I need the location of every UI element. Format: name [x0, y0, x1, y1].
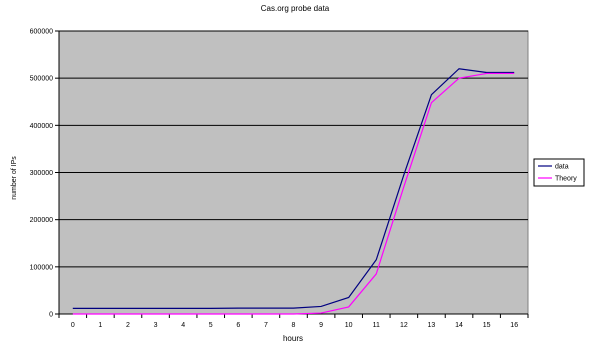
x-tick-label: 8 — [292, 322, 296, 329]
x-tick-label: 15 — [483, 322, 491, 329]
x-tick-label: 4 — [181, 322, 185, 329]
y-axis-ticks: 0 100000 200000 300000 400000 500000 600000 — [30, 29, 59, 319]
x-axis-ticks: 0 1 2 3 4 5 6 7 8 9 10 11 12 13 14 15 16 — [58, 314, 529, 329]
y-tick-label: 200000 — [30, 217, 53, 224]
y-tick-label: 100000 — [30, 264, 53, 271]
x-tick-label: 12 — [400, 322, 408, 329]
legend: data Theory — [533, 158, 585, 187]
y-tick-label: 500000 — [30, 76, 53, 83]
gridlines — [58, 30, 528, 315]
x-tick-label: 5 — [209, 322, 213, 329]
x-tick-label: 14 — [455, 322, 463, 329]
x-tick-label: 13 — [428, 322, 436, 329]
x-tick-label: 2 — [126, 322, 130, 329]
x-tick-label: 0 — [71, 322, 75, 329]
series-line-theory — [72, 72, 515, 315]
x-axis-label: hours — [283, 334, 303, 343]
x-tick-label: 9 — [319, 322, 323, 329]
legend-label: Theory — [555, 176, 577, 183]
x-tick-label: 3 — [154, 322, 158, 329]
y-tick-label: 600000 — [30, 29, 53, 36]
x-tick-label: 6 — [236, 322, 240, 329]
legend-box — [533, 158, 585, 187]
series-lines — [72, 68, 515, 315]
legend-label: data — [555, 164, 569, 171]
x-tick-label: 7 — [264, 322, 268, 329]
y-tick-label: 0 — [49, 312, 53, 319]
x-tick-label: 10 — [345, 322, 353, 329]
x-tick-label: 16 — [510, 322, 518, 329]
y-axis-label: number of IPs — [11, 156, 18, 200]
x-tick-label: 1 — [98, 322, 102, 329]
series-line-data — [72, 68, 515, 309]
y-tick-label: 300000 — [30, 170, 53, 177]
x-tick-label: 11 — [373, 322, 380, 329]
y-tick-label: 400000 — [30, 123, 53, 130]
chart-title: Cas.org probe data — [261, 4, 330, 13]
